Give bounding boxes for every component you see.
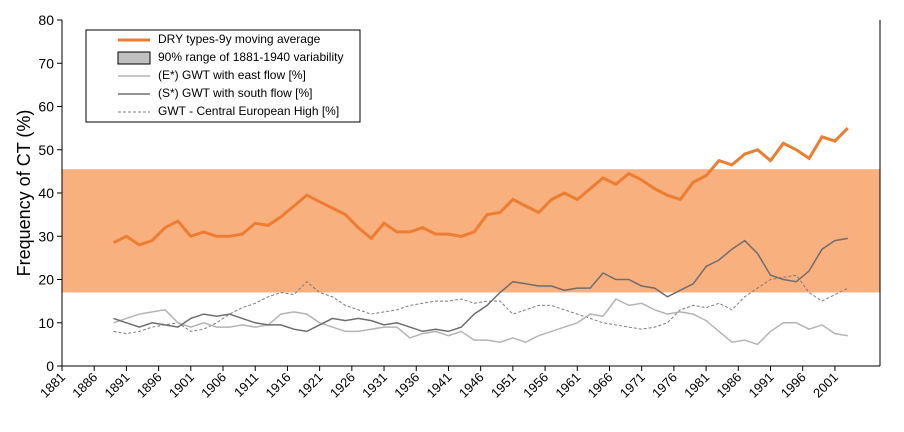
y-tick-label: 20 bbox=[38, 272, 54, 288]
x-tick-label: 2001 bbox=[810, 370, 841, 401]
x-tick-label: 1976 bbox=[649, 370, 680, 401]
legend-label: GWT - Central European High [%] bbox=[158, 104, 339, 118]
legend-swatch bbox=[117, 51, 151, 65]
x-tick-label: 1956 bbox=[520, 370, 551, 401]
x-tick-label: 1966 bbox=[585, 370, 616, 401]
series-line bbox=[112, 127, 849, 247]
x-tick-label: 1901 bbox=[166, 370, 197, 401]
x-tick-label: 1921 bbox=[295, 370, 326, 401]
x-tick-label: 1971 bbox=[617, 370, 648, 401]
x-tick-label: 1891 bbox=[101, 370, 132, 401]
series-line bbox=[113, 274, 849, 335]
y-tick-label: 80 bbox=[38, 12, 54, 28]
x-tick-label: 1996 bbox=[778, 370, 809, 401]
y-tick-label: 10 bbox=[38, 315, 54, 331]
x-tick-label: 1951 bbox=[488, 370, 519, 401]
variability-band bbox=[62, 169, 880, 293]
legend-label: DRY types-9y moving average bbox=[158, 32, 321, 46]
x-tick-label: 1991 bbox=[746, 370, 777, 401]
y-tick-label: 30 bbox=[38, 228, 54, 244]
x-tick-label: 1916 bbox=[262, 370, 293, 401]
x-tick-label: 1881 bbox=[37, 370, 68, 401]
x-tick-label: 1946 bbox=[456, 370, 487, 401]
y-tick-label: 60 bbox=[38, 99, 54, 115]
x-tick-label: 1911 bbox=[231, 370, 261, 400]
series-line bbox=[113, 237, 848, 333]
series-line bbox=[113, 298, 848, 346]
x-tick-label: 1936 bbox=[391, 370, 422, 401]
y-axis-label: Frequency of CT (%) bbox=[14, 110, 34, 277]
legend-label: (S*) GWT with south flow [%] bbox=[158, 86, 312, 100]
y-tick-label: 70 bbox=[38, 55, 54, 71]
x-tick-label: 1896 bbox=[134, 370, 165, 401]
x-tick-label: 1886 bbox=[69, 370, 100, 401]
y-tick-label: 50 bbox=[38, 142, 54, 158]
y-tick-label: 40 bbox=[38, 185, 54, 201]
x-tick-label: 1926 bbox=[327, 370, 358, 401]
legend-label: (E*) GWT with east flow [%] bbox=[158, 68, 306, 82]
x-tick-label: 1941 bbox=[424, 370, 455, 401]
legend-label: 90% range of 1881-1940 variability bbox=[158, 50, 343, 64]
x-tick-label: 1961 bbox=[552, 370, 583, 401]
legend: DRY types-9y moving average 90% range of … bbox=[85, 29, 361, 123]
x-tick-label: 1906 bbox=[198, 370, 229, 401]
x-tick-label: 1986 bbox=[713, 370, 744, 401]
y-tick-label: 0 bbox=[46, 358, 54, 374]
x-tick-label: 1981 bbox=[681, 370, 712, 401]
x-tick-label: 1931 bbox=[359, 370, 390, 401]
